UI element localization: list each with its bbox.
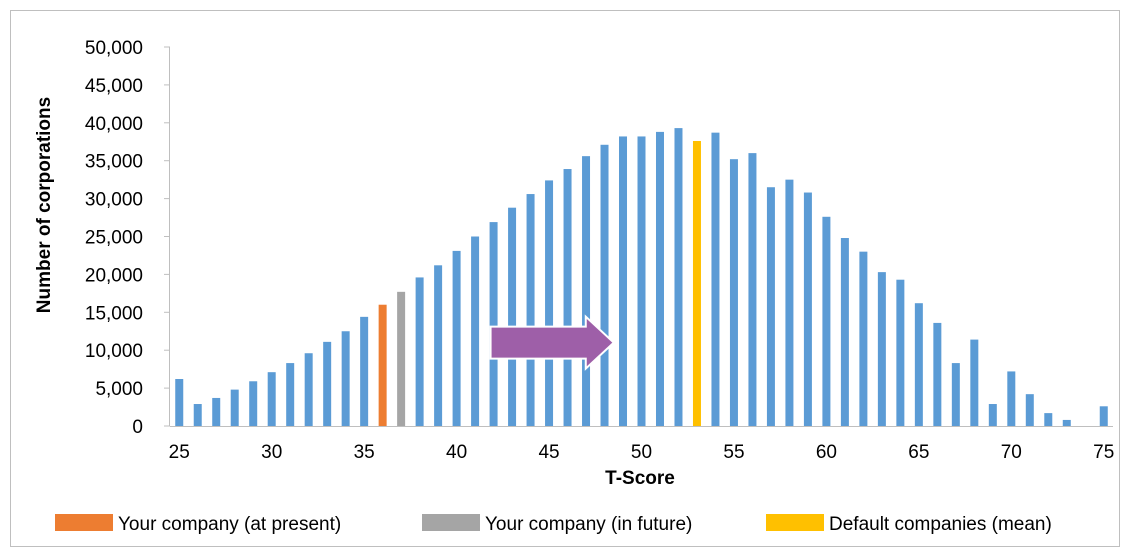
legend-label-present: Your company (at present) <box>118 514 341 535</box>
legend-swatch-future <box>422 514 480 531</box>
bar <box>1044 413 1053 426</box>
x-tick-label: 45 <box>538 442 559 463</box>
bar <box>193 404 202 426</box>
x-tick-label: 30 <box>261 442 282 463</box>
bar <box>452 250 461 426</box>
bars <box>175 128 1108 427</box>
bar <box>526 194 535 426</box>
bar <box>230 389 239 426</box>
bar <box>785 179 794 426</box>
x-tick-label: 55 <box>723 442 744 463</box>
trend-arrow <box>489 314 616 371</box>
y-tick-label: 40,000 <box>85 114 143 135</box>
bar <box>655 131 664 426</box>
x-tick-label: 25 <box>169 442 190 463</box>
y-tick-label: 0 <box>132 417 143 438</box>
y-tick-label: 35,000 <box>85 152 143 173</box>
bar <box>267 372 276 426</box>
bar <box>341 331 350 426</box>
x-tick-label: 70 <box>1001 442 1022 463</box>
bar <box>711 132 720 427</box>
bar <box>933 322 942 426</box>
x-tick-label: 40 <box>446 442 467 463</box>
bar <box>729 159 738 426</box>
bar <box>471 236 480 426</box>
bar <box>175 379 184 426</box>
x-tick-label: 75 <box>1093 442 1114 463</box>
legend-label-default: Default companies (mean) <box>829 514 1052 535</box>
bar <box>600 144 609 427</box>
x-tick-label: 35 <box>354 442 375 463</box>
y-axis-ticks: 0 5,000 10,000 15,000 20,000 25,000 30,000 35,0… <box>85 38 170 438</box>
y-tick-label: 10,000 <box>85 341 143 362</box>
bar <box>563 169 572 426</box>
bar <box>1007 371 1016 426</box>
bar <box>970 339 979 426</box>
bar <box>249 381 258 426</box>
y-tick-label: 25,000 <box>85 228 143 249</box>
y-tick-label: 15,000 <box>85 303 143 324</box>
legend-swatch-default <box>766 514 824 531</box>
bar <box>212 397 221 426</box>
bar <box>1025 394 1034 426</box>
y-tick-label: 50,000 <box>85 38 143 59</box>
bar <box>637 136 646 426</box>
bar <box>304 353 313 426</box>
bar <box>766 187 775 426</box>
legend-swatch-present <box>55 514 113 531</box>
y-tick-label: 20,000 <box>85 265 143 286</box>
bar <box>360 316 369 426</box>
bar <box>840 238 849 426</box>
x-tick-label: 65 <box>908 442 929 463</box>
bar <box>748 153 757 426</box>
bar <box>859 251 868 426</box>
bar <box>914 303 923 426</box>
bar <box>619 136 628 426</box>
y-tick-label: 45,000 <box>85 76 143 97</box>
bar <box>415 277 424 426</box>
bar <box>877 272 886 426</box>
x-tick-label: 60 <box>816 442 837 463</box>
bar <box>896 279 905 426</box>
bar <box>545 180 554 426</box>
bar <box>286 363 295 426</box>
bar <box>988 404 997 426</box>
bar <box>323 341 332 426</box>
y-tick-label: 30,000 <box>85 190 143 211</box>
x-axis-title: T-Score <box>605 468 675 489</box>
bar <box>508 207 517 426</box>
x-axis-ticks: 25 30 35 40 45 50 55 60 65 70 75 <box>169 442 1115 463</box>
bar-highlight <box>378 304 387 426</box>
bar-highlight <box>692 140 701 426</box>
bar <box>674 128 683 426</box>
x-tick-label: 50 <box>631 442 652 463</box>
bar <box>1062 419 1071 426</box>
bar <box>582 156 591 427</box>
bar <box>434 265 443 426</box>
legend: Your company (at present) Your company (… <box>55 514 1052 535</box>
bar <box>803 192 812 426</box>
bar-highlight <box>397 291 406 426</box>
bar <box>1099 406 1108 426</box>
bar <box>951 363 960 426</box>
legend-label-future: Your company (in future) <box>485 514 692 535</box>
bar <box>489 222 498 426</box>
bar <box>822 216 831 426</box>
y-tick-label: 5,000 <box>95 379 143 400</box>
y-axis-title: Number of corporations <box>34 97 55 313</box>
